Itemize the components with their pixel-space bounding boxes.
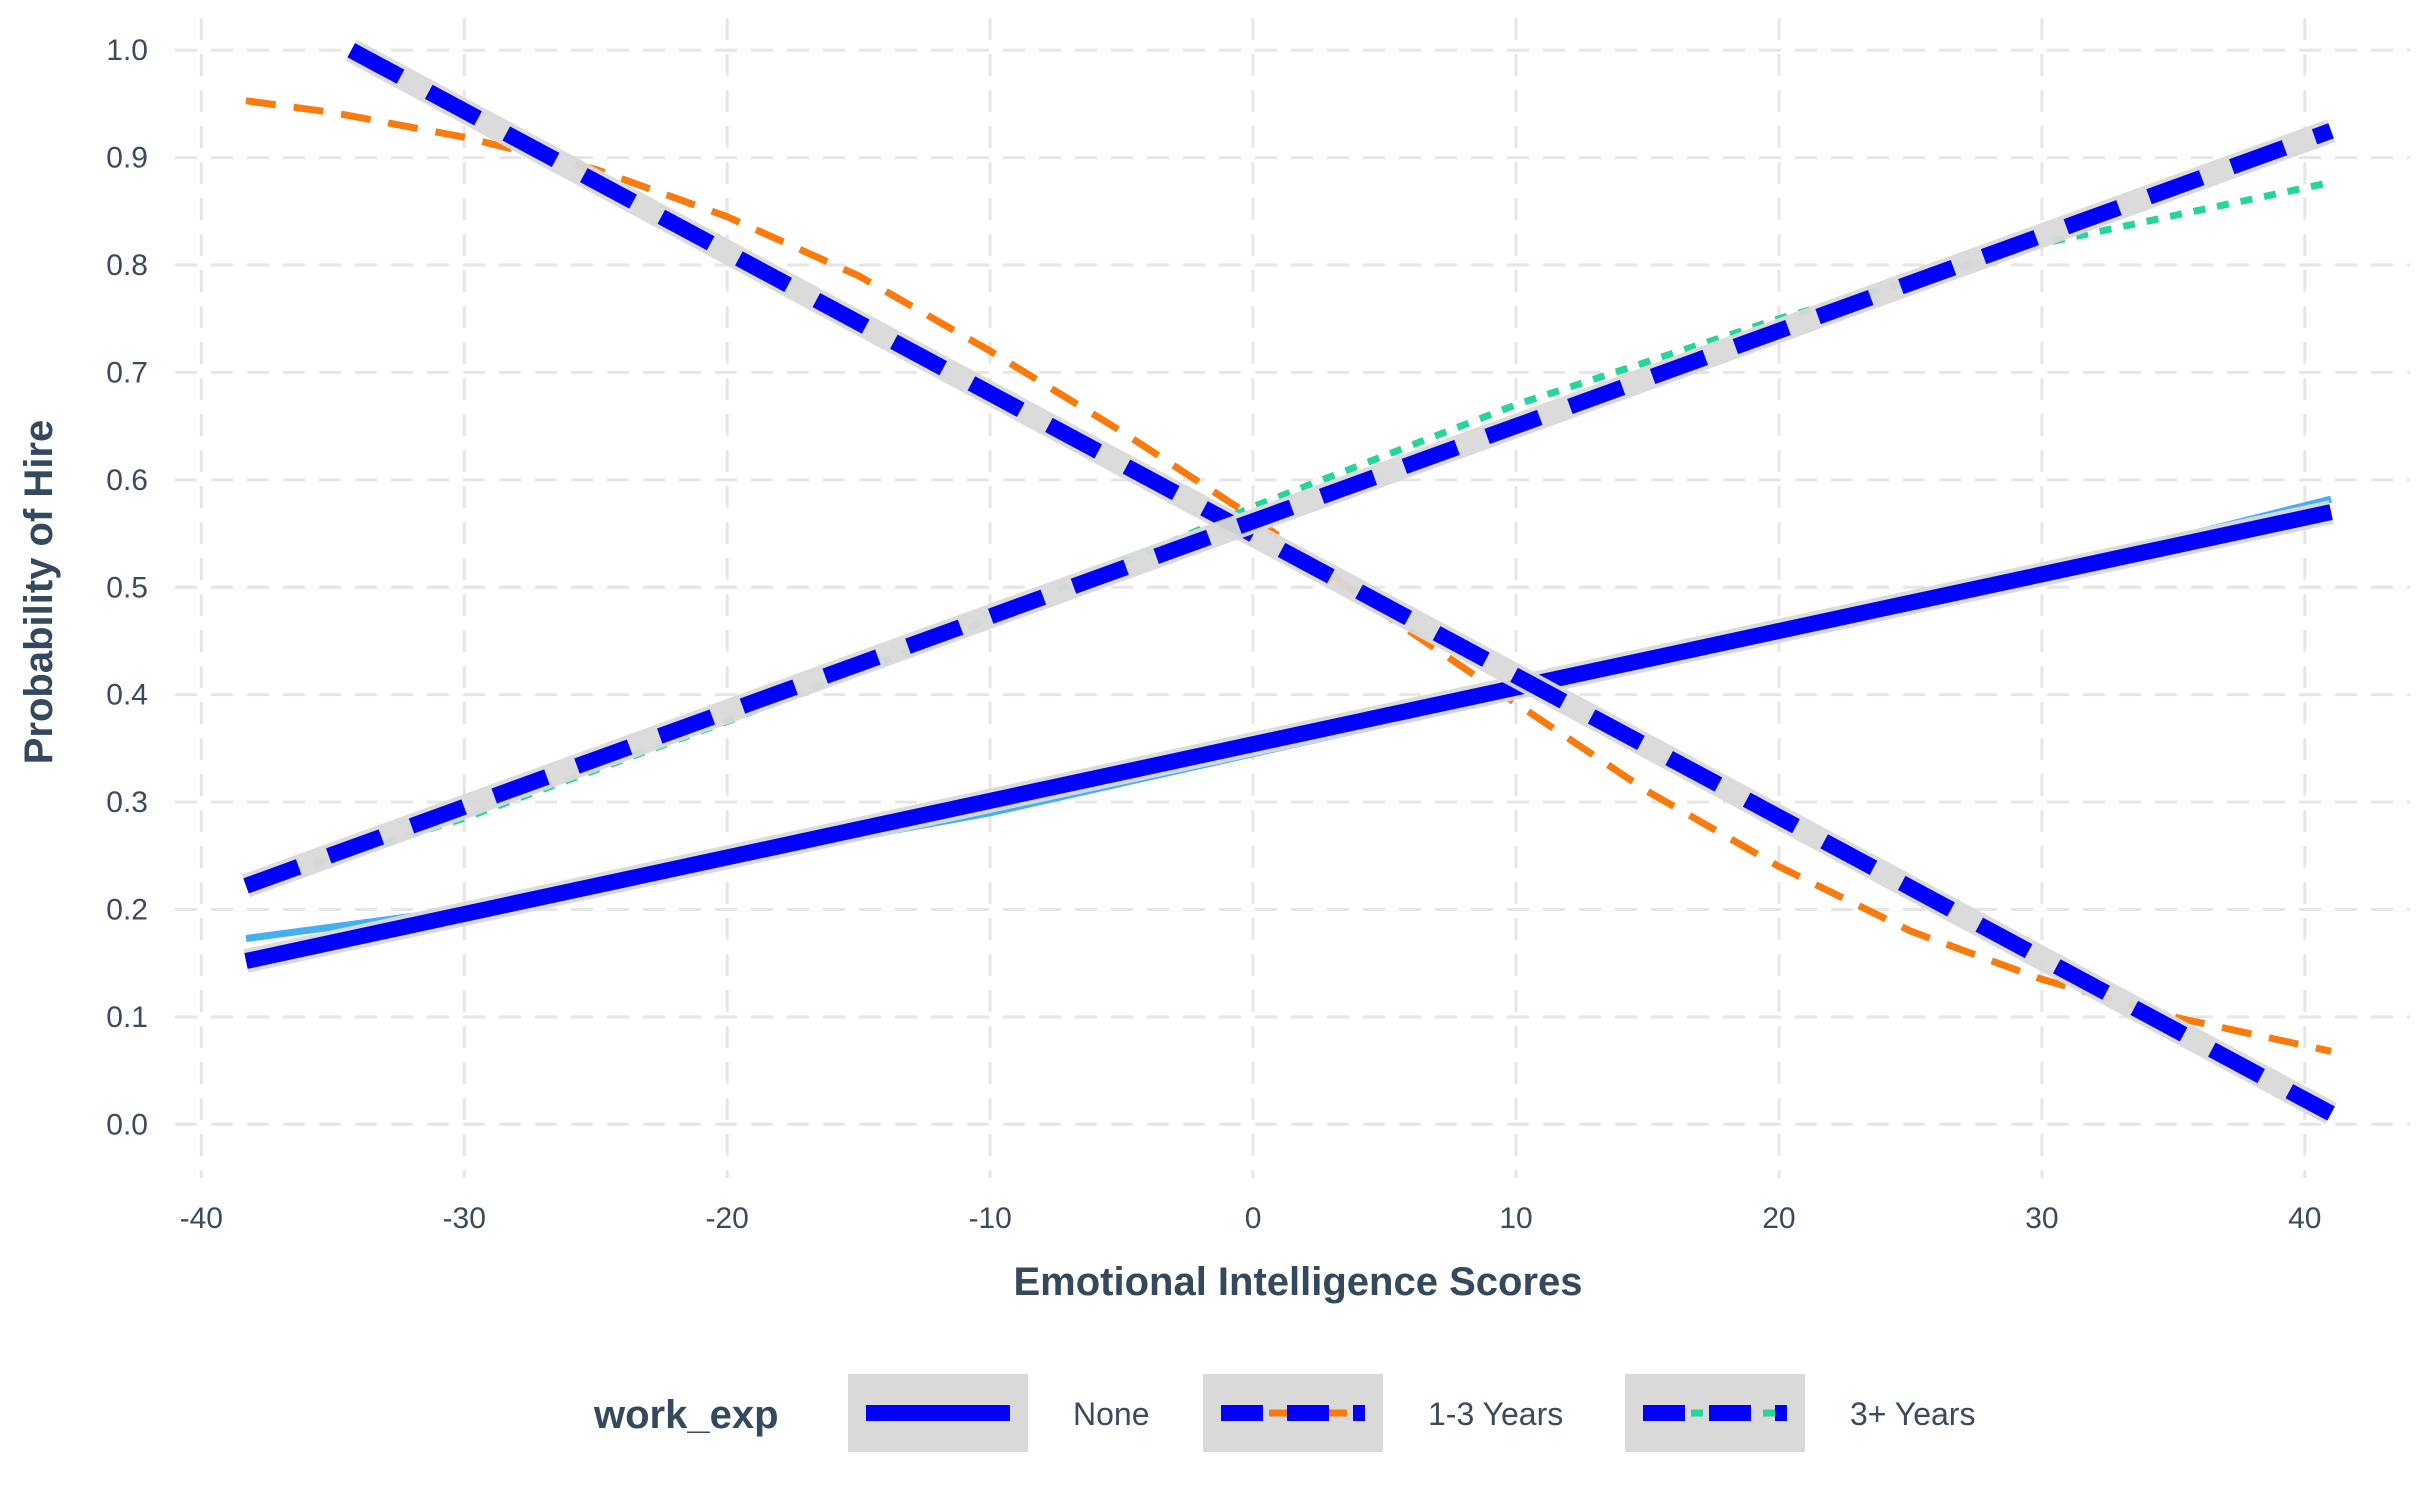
y-tick-label-9: 0.9	[106, 142, 148, 175]
y-tick-label-1: 0.1	[106, 1001, 148, 1034]
grid-layer	[175, 18, 2410, 1178]
y-tick-label-6: 0.6	[106, 464, 148, 497]
legend: work_exp None 1-3 Years 3+ Years	[593, 1374, 1975, 1452]
x-tick-label-6: 20	[1762, 1202, 1795, 1235]
series-fit-3-years	[243, 123, 2334, 894]
y-tick-label-8: 0.8	[106, 249, 148, 282]
tick-label-layer: -40 -30 -20 -10 0 10 20 30 40 0.0 0.1 0.2 0.3 0.4 0.5 0…	[106, 34, 2321, 1235]
x-tick-label-2: -20	[705, 1202, 748, 1235]
x-tick-label-7: 30	[2025, 1202, 2058, 1235]
y-axis-title: Probability of Hire	[17, 420, 61, 765]
y-tick-label-5: 0.5	[106, 571, 148, 604]
y-tick-label-10: 1.0	[106, 34, 148, 67]
legend-label-none: None	[1073, 1396, 1150, 1432]
legend-keys	[848, 1374, 1805, 1452]
y-tick-label-0: 0.0	[106, 1108, 148, 1141]
y-tick-label-3: 0.3	[106, 786, 148, 819]
x-tick-label-1: -30	[443, 1202, 486, 1235]
x-axis-title: Emotional Intelligence Scores	[1013, 1260, 1582, 1304]
x-tick-label-5: 10	[1499, 1202, 1532, 1235]
series-fit-1-3-years	[347, 43, 2335, 1121]
legend-label-1-3-years: 1-3 Years	[1428, 1396, 1563, 1432]
x-tick-label-8: 40	[2288, 1202, 2321, 1235]
x-tick-label-0: -40	[180, 1202, 223, 1235]
legend-label-3plus-years: 3+ Years	[1850, 1396, 1975, 1432]
y-tick-label-2: 0.2	[106, 893, 148, 926]
x-tick-label-4: 0	[1245, 1202, 1262, 1235]
y-tick-label-7: 0.7	[106, 356, 148, 389]
y-tick-label-4: 0.4	[106, 679, 148, 712]
series-fit-none	[244, 504, 2333, 969]
series-layer	[241, 39, 2337, 1125]
x-tick-label-3: -10	[968, 1202, 1011, 1235]
legend-title: work_exp	[593, 1393, 779, 1437]
